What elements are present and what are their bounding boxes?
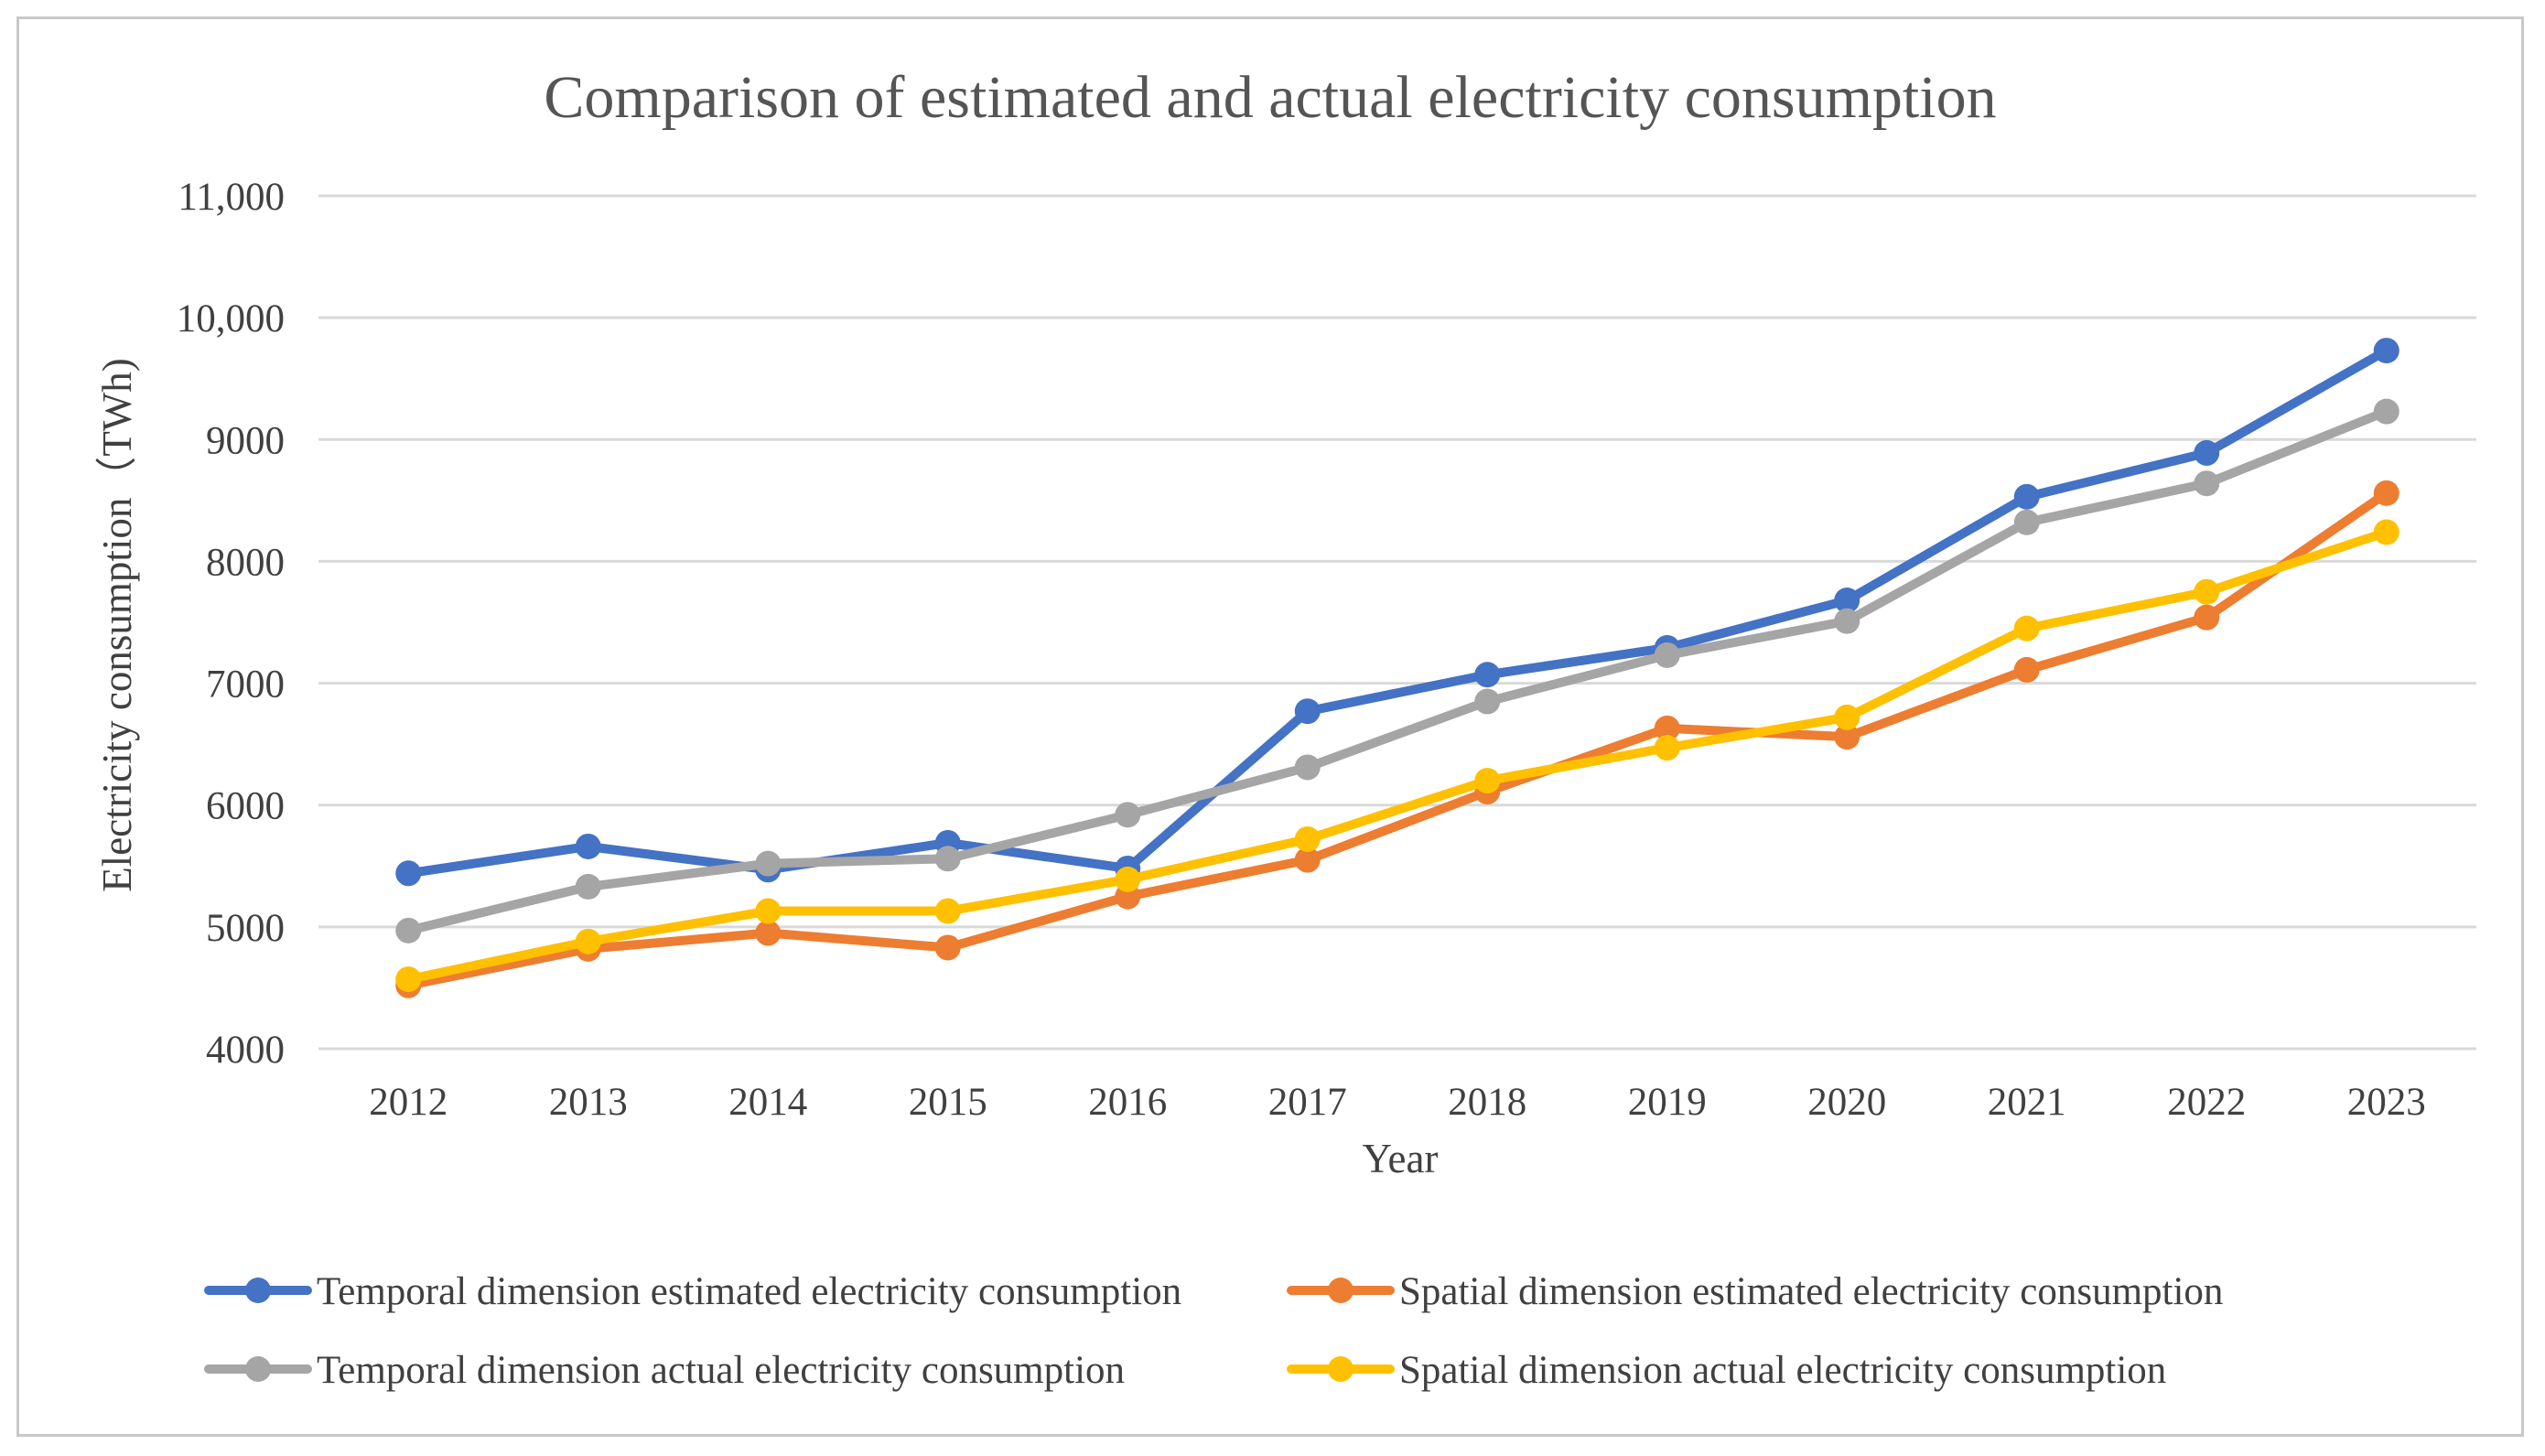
series-3 xyxy=(395,398,2399,944)
legend-swatch-marker xyxy=(1328,1278,1353,1303)
x-tick-label: 2014 xyxy=(728,1081,807,1124)
data-point xyxy=(755,898,782,924)
data-point xyxy=(1294,754,1321,781)
legend-label: Temporal dimension actual electricity co… xyxy=(317,1349,1125,1392)
data-point xyxy=(2373,480,2399,506)
chart-title: Comparison of estimated and actual elect… xyxy=(544,64,1996,131)
data-point xyxy=(2373,519,2399,545)
data-point xyxy=(1834,608,1860,634)
x-tick-label: 2023 xyxy=(2347,1081,2426,1124)
chart-frame: Comparison of estimated and actual elect… xyxy=(16,16,2524,1437)
data-point xyxy=(934,934,961,961)
data-point xyxy=(934,898,961,924)
legend-item: Temporal dimension actual electricity co… xyxy=(204,1349,1125,1392)
y-tick-label: 9000 xyxy=(206,419,285,462)
data-point xyxy=(1474,688,1501,715)
data-point xyxy=(1115,866,1141,892)
y-tick-label: 11,000 xyxy=(178,176,285,219)
data-point xyxy=(1834,724,1860,750)
x-tick-label: 2016 xyxy=(1088,1081,1167,1124)
series-line xyxy=(404,406,2391,935)
legend-label: Spatial dimension estimated electricity … xyxy=(1399,1270,2223,1313)
data-point xyxy=(2013,483,2040,510)
data-point xyxy=(1474,662,1501,688)
y-axis-label: Electricity consumption（TWh) xyxy=(94,358,140,892)
data-point xyxy=(1474,768,1501,794)
data-point xyxy=(1654,735,1680,761)
data-point xyxy=(2194,578,2220,605)
x-axis-ticks: 2012 2013 2014 2015 2016 2017 2018 2019 2020 2021… xyxy=(369,1081,2426,1124)
x-tick-label: 2021 xyxy=(1988,1081,2066,1124)
x-tick-label: 2020 xyxy=(1807,1081,1886,1124)
legend-item: Spatial dimension actual electricity con… xyxy=(1287,1349,2166,1392)
y-tick-label: 4000 xyxy=(206,1029,285,1072)
series-line xyxy=(404,488,2391,990)
series-4 xyxy=(395,519,2399,993)
data-series xyxy=(395,338,2399,998)
y-tick-label: 10,000 xyxy=(177,297,285,340)
x-tick-label: 2018 xyxy=(1448,1081,1526,1124)
data-point xyxy=(395,917,422,944)
line-chart: Comparison of estimated and actual elect… xyxy=(94,64,2476,1392)
legend-swatch-marker xyxy=(1328,1356,1353,1382)
data-point xyxy=(575,873,601,900)
data-point xyxy=(1654,715,1680,741)
legend-swatch-marker xyxy=(245,1356,271,1382)
y-tick-label: 7000 xyxy=(206,663,285,706)
gridlines xyxy=(318,194,2476,1051)
data-point xyxy=(1834,588,1860,614)
data-point xyxy=(2194,470,2220,497)
data-point xyxy=(575,928,601,954)
x-tick-label: 2017 xyxy=(1268,1081,1347,1124)
data-point xyxy=(1654,642,1680,668)
legend-item: Spatial dimension estimated electricity … xyxy=(1287,1270,2223,1313)
data-point xyxy=(395,860,422,887)
x-tick-label: 2013 xyxy=(549,1081,628,1124)
data-point xyxy=(2373,338,2399,364)
data-point xyxy=(2194,439,2220,466)
data-point xyxy=(2013,509,2040,535)
data-point xyxy=(1115,802,1141,828)
data-point xyxy=(2194,604,2220,631)
legend-label: Spatial dimension actual electricity con… xyxy=(1399,1349,2166,1392)
legend-label: Temporal dimension estimated electricity… xyxy=(317,1270,1181,1313)
data-point xyxy=(1834,704,1860,730)
x-axis-label: Year xyxy=(1363,1136,1439,1181)
legend: Temporal dimension estimated electricity… xyxy=(204,1270,2223,1392)
y-tick-label: 6000 xyxy=(206,785,285,828)
x-tick-label: 2015 xyxy=(909,1081,987,1124)
data-point xyxy=(575,833,601,859)
y-tick-label: 5000 xyxy=(206,907,285,950)
data-point xyxy=(2013,615,2040,642)
x-tick-label: 2022 xyxy=(2167,1081,2246,1124)
data-point xyxy=(2013,656,2040,683)
data-point xyxy=(395,966,422,993)
data-point xyxy=(755,850,782,877)
x-tick-label: 2019 xyxy=(1628,1081,1707,1124)
x-tick-label: 2012 xyxy=(369,1081,448,1124)
y-tick-label: 8000 xyxy=(206,541,285,584)
y-axis-ticks: 4000 5000 6000 7000 8000 9000 10,000 11,000 xyxy=(177,176,285,1072)
legend-item: Temporal dimension estimated electricity… xyxy=(204,1270,1181,1313)
data-point xyxy=(755,920,782,946)
data-point xyxy=(1294,825,1321,852)
data-point xyxy=(1294,847,1321,873)
data-point xyxy=(934,846,961,872)
legend-swatch-marker xyxy=(245,1278,271,1303)
series-line xyxy=(404,527,2391,985)
data-point xyxy=(1294,698,1321,725)
data-point xyxy=(2373,398,2399,425)
